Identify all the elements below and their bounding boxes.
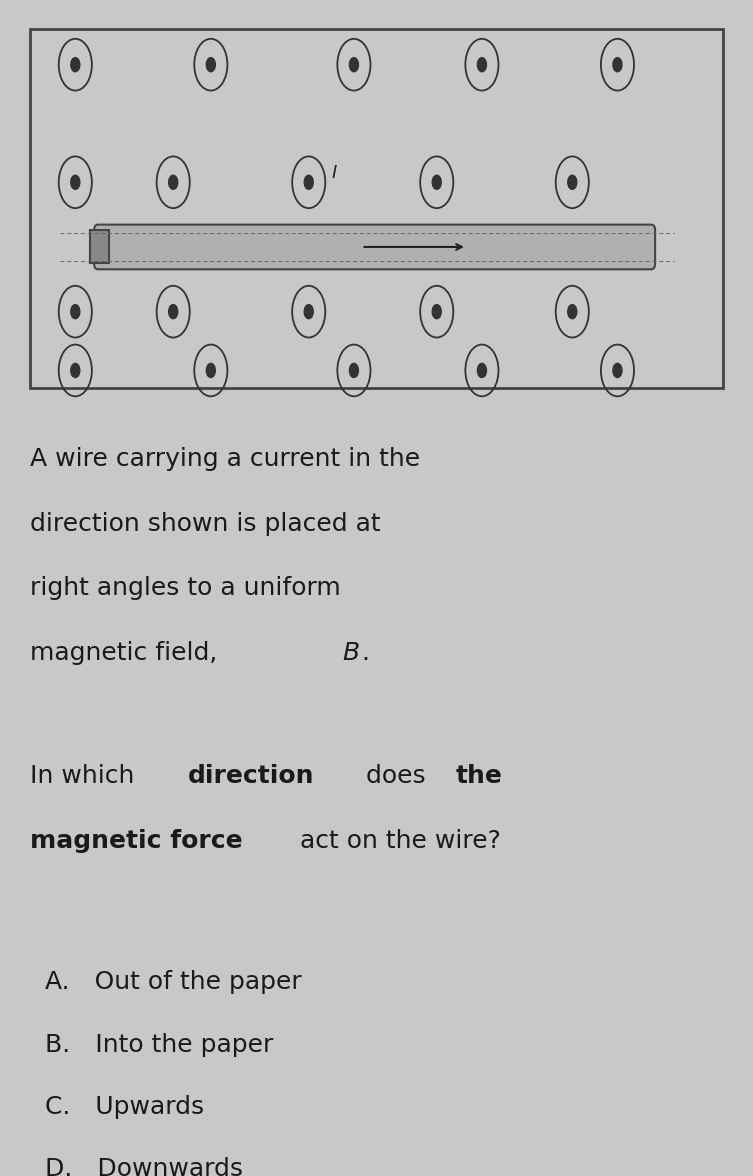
- Circle shape: [432, 305, 441, 319]
- Circle shape: [349, 363, 358, 377]
- Circle shape: [304, 175, 313, 189]
- Circle shape: [568, 175, 577, 189]
- Circle shape: [71, 363, 80, 377]
- Text: does: does: [358, 764, 433, 788]
- Circle shape: [477, 58, 486, 72]
- Text: A. Out of the paper: A. Out of the paper: [45, 970, 302, 994]
- Text: magnetic force: magnetic force: [30, 829, 242, 853]
- Circle shape: [71, 175, 80, 189]
- Text: the: the: [456, 764, 502, 788]
- Circle shape: [206, 58, 215, 72]
- Circle shape: [432, 175, 441, 189]
- Text: direction shown is placed at: direction shown is placed at: [30, 512, 381, 535]
- Text: B: B: [343, 641, 360, 664]
- Text: right angles to a uniform: right angles to a uniform: [30, 576, 341, 600]
- Circle shape: [613, 363, 622, 377]
- Circle shape: [71, 305, 80, 319]
- Text: D. Downwards: D. Downwards: [45, 1157, 243, 1176]
- Text: act on the wire?: act on the wire?: [292, 829, 501, 853]
- Text: C. Upwards: C. Upwards: [45, 1095, 204, 1118]
- Bar: [90, 230, 109, 263]
- Circle shape: [613, 58, 622, 72]
- Circle shape: [71, 58, 80, 72]
- FancyBboxPatch shape: [94, 225, 655, 269]
- Circle shape: [477, 363, 486, 377]
- FancyBboxPatch shape: [30, 29, 723, 388]
- Circle shape: [349, 58, 358, 72]
- Circle shape: [206, 363, 215, 377]
- Text: direction: direction: [188, 764, 315, 788]
- Text: A wire carrying a current in the: A wire carrying a current in the: [30, 447, 420, 470]
- Text: B. Into the paper: B. Into the paper: [45, 1033, 273, 1056]
- Text: .: .: [361, 641, 370, 664]
- Circle shape: [568, 305, 577, 319]
- Circle shape: [304, 305, 313, 319]
- Circle shape: [169, 175, 178, 189]
- Text: In which: In which: [30, 764, 142, 788]
- Circle shape: [169, 305, 178, 319]
- Text: magnetic field,: magnetic field,: [30, 641, 225, 664]
- Text: I: I: [331, 163, 337, 182]
